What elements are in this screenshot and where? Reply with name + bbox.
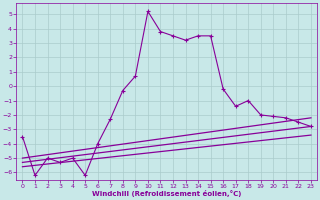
X-axis label: Windchill (Refroidissement éolien,°C): Windchill (Refroidissement éolien,°C) — [92, 190, 241, 197]
